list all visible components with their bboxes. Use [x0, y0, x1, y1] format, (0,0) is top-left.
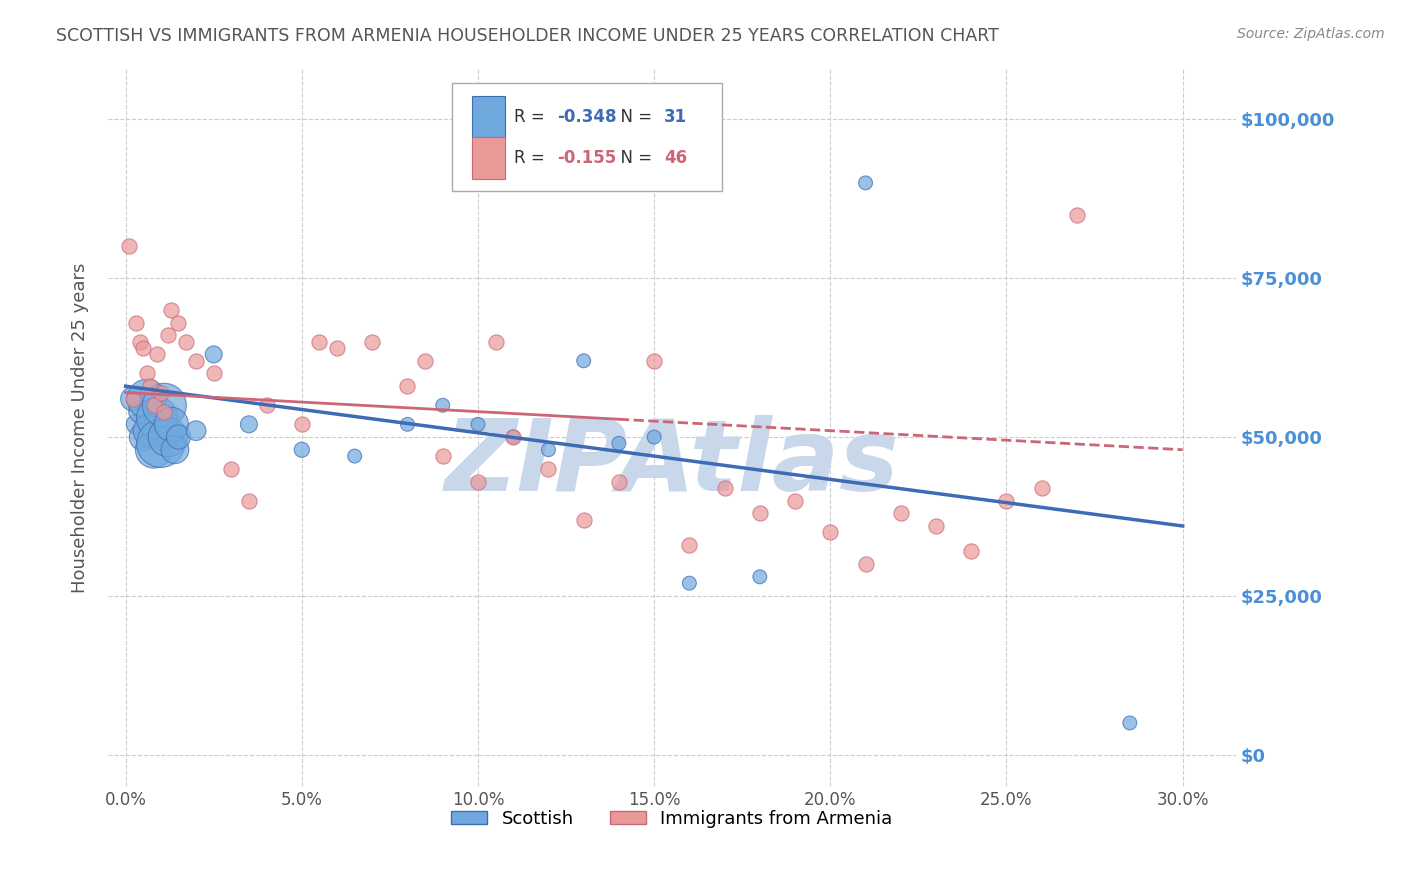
Text: SCOTTISH VS IMMIGRANTS FROM ARMENIA HOUSEHOLDER INCOME UNDER 25 YEARS CORRELATIO: SCOTTISH VS IMMIGRANTS FROM ARMENIA HOUS…	[56, 27, 1000, 45]
Point	[128, 404, 150, 418]
Point	[160, 417, 183, 432]
Point	[537, 442, 560, 457]
Point	[678, 576, 700, 591]
Point	[202, 347, 225, 361]
Point	[167, 430, 190, 444]
Text: -0.155: -0.155	[557, 149, 616, 168]
Point	[572, 513, 595, 527]
Point	[128, 334, 150, 349]
Point	[156, 430, 179, 444]
Point	[135, 392, 157, 406]
Point	[326, 341, 349, 355]
Text: Source: ZipAtlas.com: Source: ZipAtlas.com	[1237, 27, 1385, 41]
Point	[783, 493, 806, 508]
Point	[995, 493, 1018, 508]
Point	[537, 462, 560, 476]
Point	[153, 398, 176, 412]
Point	[343, 449, 366, 463]
Point	[432, 398, 454, 412]
Point	[643, 430, 665, 444]
Point	[291, 442, 314, 457]
Point	[118, 239, 141, 253]
Point	[1066, 208, 1088, 222]
Point	[572, 353, 595, 368]
FancyBboxPatch shape	[472, 96, 505, 138]
Text: 46: 46	[664, 149, 688, 168]
Point	[890, 506, 912, 520]
Point	[502, 430, 524, 444]
Point	[121, 392, 143, 406]
Point	[121, 392, 143, 406]
Point	[643, 353, 665, 368]
Point	[291, 417, 314, 432]
FancyBboxPatch shape	[451, 83, 723, 191]
Point	[132, 430, 155, 444]
Y-axis label: Householder Income Under 25 years: Householder Income Under 25 years	[72, 262, 89, 592]
FancyBboxPatch shape	[472, 137, 505, 179]
Point	[146, 411, 169, 425]
Point	[748, 506, 770, 520]
Point	[484, 334, 506, 349]
Point	[174, 334, 197, 349]
Point	[142, 442, 165, 457]
Point	[149, 436, 172, 450]
Point	[308, 334, 330, 349]
Point	[413, 353, 436, 368]
Text: ZIPAtlas: ZIPAtlas	[444, 415, 898, 512]
Point	[855, 176, 877, 190]
Text: R =: R =	[515, 149, 550, 168]
Point	[855, 557, 877, 571]
Point	[607, 436, 630, 450]
Point	[132, 341, 155, 355]
Point	[748, 570, 770, 584]
Point	[925, 519, 948, 533]
Point	[467, 417, 489, 432]
Point	[678, 538, 700, 552]
Text: N =: N =	[610, 108, 657, 127]
Point	[960, 544, 983, 558]
Point	[167, 316, 190, 330]
Text: -0.348: -0.348	[557, 108, 616, 127]
Point	[125, 316, 148, 330]
Point	[502, 430, 524, 444]
Point	[221, 462, 243, 476]
Point	[184, 424, 207, 438]
Point	[607, 475, 630, 489]
Point	[156, 328, 179, 343]
Point	[149, 385, 172, 400]
Point	[1119, 715, 1142, 730]
Point	[238, 493, 260, 508]
Point	[142, 398, 165, 412]
Point	[163, 442, 186, 457]
Point	[238, 417, 260, 432]
Text: 31: 31	[664, 108, 688, 127]
Point	[256, 398, 278, 412]
Point	[1031, 481, 1053, 495]
Point	[135, 367, 157, 381]
Text: R =: R =	[515, 108, 550, 127]
Point	[146, 347, 169, 361]
Point	[396, 379, 419, 393]
Point	[139, 379, 162, 393]
Point	[184, 353, 207, 368]
Point	[820, 525, 842, 540]
Text: N =: N =	[610, 149, 657, 168]
Point	[202, 367, 225, 381]
Point	[713, 481, 735, 495]
Point	[432, 449, 454, 463]
Point	[467, 475, 489, 489]
Point	[160, 302, 183, 317]
Legend: Scottish, Immigrants from Armenia: Scottish, Immigrants from Armenia	[444, 803, 900, 835]
Point	[125, 417, 148, 432]
Point	[361, 334, 384, 349]
Point	[139, 424, 162, 438]
Point	[153, 404, 176, 418]
Point	[396, 417, 419, 432]
